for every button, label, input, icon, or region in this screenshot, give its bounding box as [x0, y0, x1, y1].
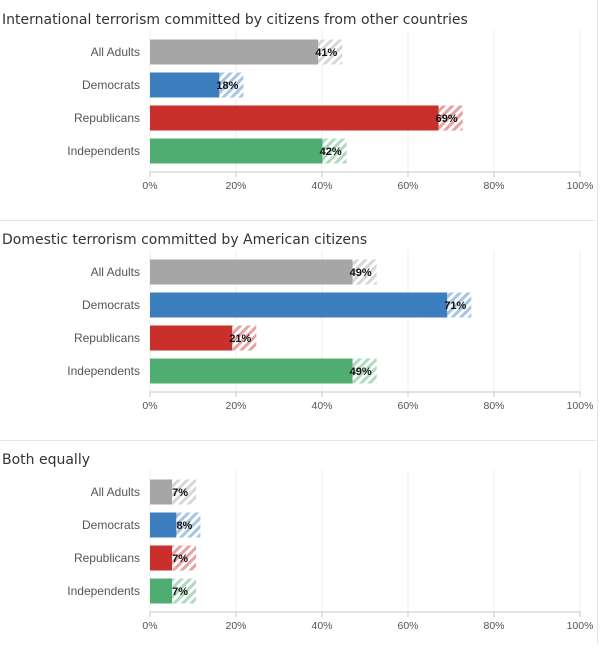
category-label-independents: Independents — [67, 584, 140, 598]
bar-all-adults — [150, 39, 319, 65]
bar-uncertainty-band-democrats — [176, 512, 201, 538]
value-label-democrats: 71% — [444, 300, 466, 312]
category-label-independents: Independents — [67, 144, 140, 158]
x-tick-label: 80% — [483, 400, 504, 412]
bar-uncertainty-band-all-adults — [172, 479, 197, 505]
x-tick-label: 40% — [311, 620, 332, 632]
category-label-democrats: Democrats — [82, 298, 140, 312]
value-label-democrats: 8% — [176, 520, 192, 532]
bar-uncertainty-band-all-adults — [318, 39, 343, 65]
bar-uncertainty-band-republicans — [232, 325, 257, 351]
category-label-independents: Independents — [67, 364, 140, 378]
x-tick-label: 0% — [142, 400, 157, 412]
bar-chart-international: 0% 20% 40% 60% 80% 100% All Adults 41% Democrats… — [67, 30, 594, 192]
bar-democrats — [150, 512, 177, 538]
x-tick-label: 0% — [142, 180, 157, 192]
chart-title: Both equally — [2, 452, 90, 468]
x-tick-label: 20% — [225, 180, 246, 192]
x-tick-label: 80% — [483, 620, 504, 632]
x-tick-label: 100% — [567, 400, 594, 412]
x-tick-label: 0% — [142, 620, 157, 632]
x-tick-label: 60% — [397, 620, 418, 632]
value-label-independents: 49% — [350, 366, 372, 378]
bar-democrats — [150, 292, 448, 318]
category-label-republicans: Republicans — [74, 111, 140, 125]
category-label-republicans: Republicans — [74, 551, 140, 565]
x-tick-label: 60% — [397, 400, 418, 412]
bar-republicans — [150, 325, 233, 351]
chart-title: International terrorism committed by cit… — [2, 12, 468, 28]
value-label-independents: 42% — [320, 146, 342, 158]
value-label-all-adults: 41% — [315, 47, 337, 59]
bar-uncertainty-band-democrats — [219, 72, 244, 98]
bar-all-adults — [150, 479, 173, 505]
panel-divider — [0, 440, 596, 441]
x-tick-label: 100% — [567, 620, 594, 632]
panel-divider — [0, 220, 596, 221]
value-label-republicans: 69% — [436, 113, 458, 125]
bar-uncertainty-band-republicans — [172, 545, 197, 571]
x-tick-label: 100% — [567, 180, 594, 192]
category-label-republicans: Republicans — [74, 331, 140, 345]
category-label-democrats: Democrats — [82, 78, 140, 92]
bar-uncertainty-band-all-adults — [352, 259, 377, 285]
bar-republicans — [150, 105, 439, 131]
bar-uncertainty-band-independents — [352, 358, 377, 384]
value-label-all-adults: 49% — [350, 267, 372, 279]
value-label-independents: 7% — [172, 586, 188, 598]
bar-independents — [150, 138, 323, 164]
category-label-all-adults: All Adults — [91, 485, 140, 499]
x-tick-label: 80% — [483, 180, 504, 192]
bar-independents — [150, 578, 173, 604]
bar-all-adults — [150, 259, 353, 285]
value-label-democrats: 18% — [216, 80, 238, 92]
x-tick-label: 40% — [311, 180, 332, 192]
bar-independents — [150, 358, 353, 384]
bar-chart-both-equally: 0% 20% 40% 60% 80% 100% All Adults 7% Democrats 8… — [67, 470, 594, 632]
bar-uncertainty-band-independents — [172, 578, 197, 604]
bar-uncertainty-band-independents — [322, 138, 347, 164]
value-label-republicans: 7% — [172, 553, 188, 565]
bar-uncertainty-band-republicans — [438, 105, 463, 131]
category-label-all-adults: All Adults — [91, 45, 140, 59]
bar-uncertainty-band-democrats — [447, 292, 472, 318]
value-label-all-adults: 7% — [172, 487, 188, 499]
x-tick-label: 20% — [225, 620, 246, 632]
bar-chart-domestic: 0% 20% 40% 60% 80% 100% All Adults 49% Democrats… — [67, 250, 594, 412]
bar-republicans — [150, 545, 173, 571]
value-label-republicans: 21% — [229, 333, 251, 345]
category-label-democrats: Democrats — [82, 518, 140, 532]
category-label-all-adults: All Adults — [91, 265, 140, 279]
x-tick-label: 20% — [225, 400, 246, 412]
x-tick-label: 60% — [397, 180, 418, 192]
bar-democrats — [150, 72, 220, 98]
x-tick-label: 40% — [311, 400, 332, 412]
chart-title: Domestic terrorism committed by American… — [2, 232, 368, 248]
frame-border — [597, 0, 598, 643]
